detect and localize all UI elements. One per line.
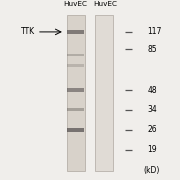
Text: 117: 117 (148, 27, 162, 36)
Bar (67, 88, 84, 92)
Text: TTK: TTK (21, 27, 35, 36)
Text: (kD): (kD) (143, 166, 159, 175)
Text: 48: 48 (148, 86, 157, 95)
Bar (67, 15, 85, 171)
Text: HuvEC: HuvEC (93, 1, 117, 7)
Bar (67, 30, 84, 34)
Bar (67, 128, 84, 132)
Text: 34: 34 (148, 105, 157, 114)
Bar (67, 64, 84, 67)
Bar (95, 15, 113, 171)
Bar (67, 108, 84, 111)
Text: 19: 19 (148, 145, 157, 154)
Text: 26: 26 (148, 125, 157, 134)
Text: HuvEC: HuvEC (64, 1, 88, 7)
Text: 85: 85 (148, 45, 157, 54)
Bar (67, 54, 84, 56)
